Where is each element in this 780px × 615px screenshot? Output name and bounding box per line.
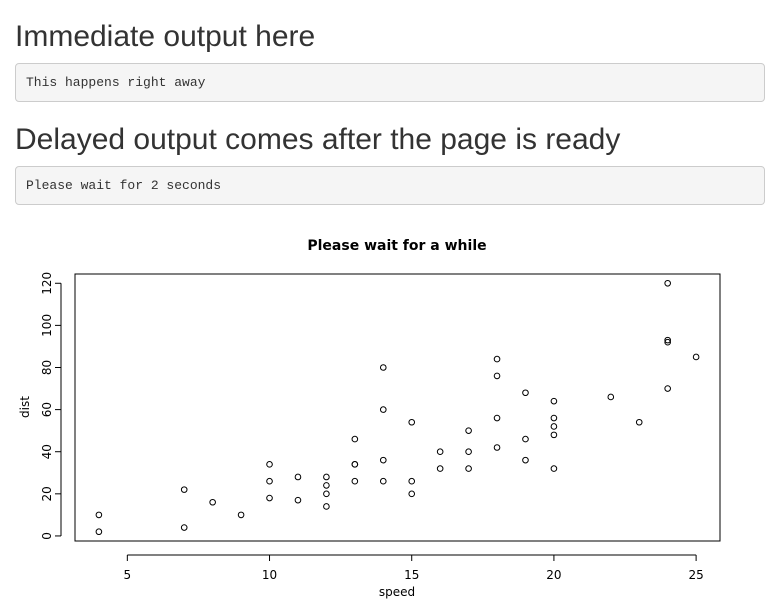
data-point xyxy=(95,528,103,536)
data-point xyxy=(436,448,444,456)
data-point xyxy=(493,444,501,451)
data-point xyxy=(379,477,387,485)
data-point xyxy=(379,406,387,413)
x-tick-label: 10 xyxy=(262,568,277,582)
data-point xyxy=(95,511,103,519)
x-tick-label: 15 xyxy=(404,568,419,582)
data-point xyxy=(522,389,529,397)
data-point xyxy=(323,503,330,510)
data-point xyxy=(351,477,359,485)
data-point xyxy=(664,336,671,344)
x-axis-label: speed xyxy=(379,585,415,599)
data-point xyxy=(550,465,558,472)
data-point xyxy=(493,414,501,422)
y-tick-label: 20 xyxy=(40,486,54,501)
x-tick-label: 20 xyxy=(546,568,561,582)
data-point xyxy=(180,524,188,531)
data-point xyxy=(607,393,615,401)
data-point xyxy=(351,435,359,443)
data-point xyxy=(493,372,501,380)
delayed-output-heading: Delayed output comes after the page is r… xyxy=(15,123,621,156)
x-axis: 5 10 15 20 25 xyxy=(124,554,704,582)
immediate-output-heading: Immediate output here xyxy=(15,20,316,53)
plot-title: Please wait for a while xyxy=(307,238,486,254)
data-point xyxy=(408,418,416,426)
y-tick-label: 40 xyxy=(40,444,54,459)
data-point xyxy=(522,435,529,443)
data-point xyxy=(351,461,359,468)
data-point xyxy=(664,279,671,287)
data-point xyxy=(408,477,416,485)
data-point xyxy=(266,477,273,485)
immediate-output-box: This happens right away xyxy=(15,63,765,102)
y-tick-label: 0 xyxy=(40,532,54,540)
data-point xyxy=(664,385,671,392)
data-point xyxy=(465,448,472,456)
y-tick-label: 100 xyxy=(40,314,54,337)
data-point xyxy=(379,456,387,464)
data-point xyxy=(465,465,472,472)
data-point xyxy=(465,427,472,434)
data-point xyxy=(266,494,273,502)
data-point xyxy=(294,473,302,481)
data-point xyxy=(692,353,700,361)
data-point xyxy=(209,498,216,506)
data-point xyxy=(436,465,444,472)
data-point xyxy=(635,418,643,426)
data-point xyxy=(237,511,245,519)
data-point xyxy=(550,414,558,422)
data-point xyxy=(550,431,558,439)
y-tick-label: 80 xyxy=(40,360,54,375)
data-point xyxy=(294,496,302,504)
data-point xyxy=(266,461,273,468)
data-point xyxy=(550,423,558,430)
data-point xyxy=(379,364,387,371)
y-axis: 0 20 40 60 80 100 120 xyxy=(40,272,62,540)
x-tick-label: 5 xyxy=(124,568,132,582)
data-point xyxy=(323,482,330,489)
y-tick-label: 120 xyxy=(40,272,54,295)
data-point xyxy=(408,490,416,498)
x-tick-label: 25 xyxy=(688,568,703,582)
scatter-plot: Please wait for a while 5 10 15 20 25 0 20 40 6… xyxy=(18,238,721,599)
data-point xyxy=(493,355,501,363)
data-point xyxy=(323,473,330,481)
y-axis-label: dist xyxy=(18,396,32,418)
data-point xyxy=(550,397,558,405)
data-point xyxy=(323,490,330,498)
data-point xyxy=(664,338,671,346)
data-points xyxy=(95,279,700,536)
data-point xyxy=(180,486,188,493)
delayed-output-box: Please wait for 2 seconds xyxy=(15,166,765,205)
y-tick-label: 60 xyxy=(40,402,54,417)
data-point xyxy=(522,456,529,464)
plot-frame xyxy=(74,273,721,542)
